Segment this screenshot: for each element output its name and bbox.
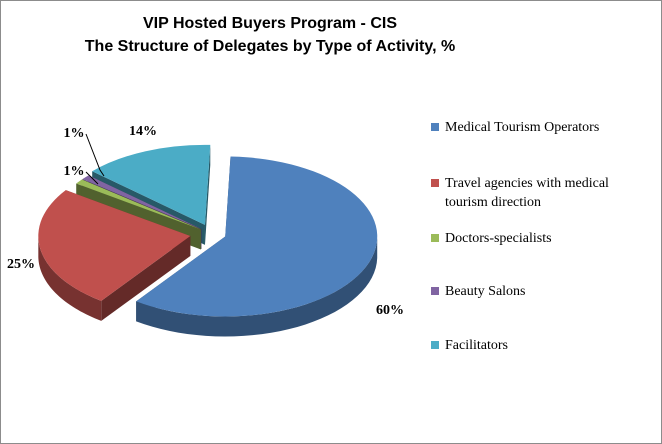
slice-cut-face: [101, 236, 191, 321]
pie-slice-medical-tourism-operators: [136, 156, 378, 317]
chart-title-block: VIP Hosted Buyers Program - CIS The Stru…: [40, 12, 500, 58]
legend-label: Doctors-specialists: [445, 231, 552, 246]
slice-outer-wall: [136, 238, 378, 337]
pie-slice-travel-agencies-with-medical-tourism-direction: [38, 190, 191, 301]
legend-label: Medical Tourism Operators: [445, 120, 600, 135]
data-label-beauty-salons: 1%: [64, 126, 85, 141]
legend-swatch: [431, 341, 439, 349]
data-label-leader: [85, 171, 99, 185]
data-label-facilitators: 14%: [129, 124, 157, 139]
pie-tops: [38, 144, 378, 317]
pie-slice-doctors-specialists: [76, 179, 201, 230]
data-label-medical-tourism-operators: 60%: [376, 303, 404, 318]
chart-title: VIP Hosted Buyers Program - CIS: [143, 15, 397, 32]
data-label-doctors-specialists: 1%: [64, 164, 85, 179]
legend-label: Facilitators: [445, 338, 508, 353]
legend-label: Beauty Salons: [445, 284, 526, 299]
data-label-leader: [85, 133, 105, 177]
legend-swatch: [431, 123, 439, 131]
pie-slice-facilitators: [92, 144, 211, 225]
data-label-travel-agencies-with-medical-tourism-direction: 25%: [7, 257, 35, 272]
legend-swatch: [431, 234, 439, 242]
slice-outer-wall: [38, 234, 102, 321]
pie-slice-beauty-salons: [82, 175, 202, 230]
legend-swatch: [431, 287, 439, 295]
legend-label: Travel agencies with medical tourism dir…: [445, 176, 609, 210]
chart-subtitle: The Structure of Delegates by Type of Ac…: [84, 38, 456, 55]
slice-cut-face: [204, 144, 211, 245]
legend-swatch: [431, 179, 439, 187]
